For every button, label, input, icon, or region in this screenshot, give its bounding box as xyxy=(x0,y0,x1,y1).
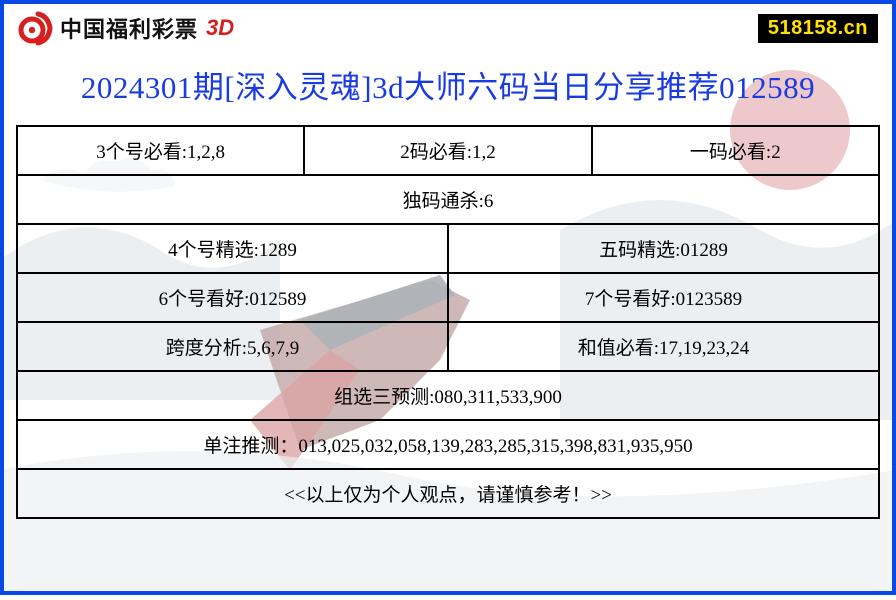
cell-7pick: 7个号看好:0123589 xyxy=(447,274,878,321)
table-row: 4个号精选:1289 五码精选:01289 xyxy=(18,225,878,274)
table-row: 组选三预测:080,311,533,900 xyxy=(18,372,878,421)
table-row: 独码通杀:6 xyxy=(18,176,878,225)
page-title: 2024301期[深入灵魂]3d大师六码当日分享推荐012589 xyxy=(0,52,896,125)
site-badge: 518158.cn xyxy=(758,14,878,43)
prediction-table: 3个号必看:1,2,8 2码必看:1,2 一码必看:2 独码通杀:6 4个号精选… xyxy=(16,125,880,519)
cell-2num: 2码必看:1,2 xyxy=(303,127,590,174)
table-row: 单注推测：013,025,032,058,139,283,285,315,398… xyxy=(18,421,878,470)
brand-logo: 中国福利彩票 3D xyxy=(18,10,234,46)
cell-group3: 组选三预测:080,311,533,900 xyxy=(18,372,878,419)
cell-singles: 单注推测：013,025,032,058,139,283,285,315,398… xyxy=(18,421,878,468)
lottery-logo-icon xyxy=(18,10,54,46)
table-row: 6个号看好:012589 7个号看好:0123589 xyxy=(18,274,878,323)
cell-span: 跨度分析:5,6,7,9 xyxy=(18,323,447,370)
table-row: 跨度分析:5,6,7,9 和值必看:17,19,23,24 xyxy=(18,323,878,372)
cell-4pick: 4个号精选:1289 xyxy=(18,225,447,272)
cell-kill: 独码通杀:6 xyxy=(18,176,878,223)
cell-6pick: 6个号看好:012589 xyxy=(18,274,447,321)
cell-sum: 和值必看:17,19,23,24 xyxy=(447,323,878,370)
brand-suffix: 3D xyxy=(206,15,234,41)
cell-3num: 3个号必看:1,2,8 xyxy=(18,127,303,174)
brand-text: 中国福利彩票 xyxy=(60,12,198,44)
table-row: <<以上仅为个人观点，请谨慎参考！>> xyxy=(18,470,878,519)
cell-disclaimer: <<以上仅为个人观点，请谨慎参考！>> xyxy=(18,470,878,517)
table-row: 3个号必看:1,2,8 2码必看:1,2 一码必看:2 xyxy=(18,127,878,176)
cell-5pick: 五码精选:01289 xyxy=(447,225,878,272)
cell-1num: 一码必看:2 xyxy=(591,127,878,174)
